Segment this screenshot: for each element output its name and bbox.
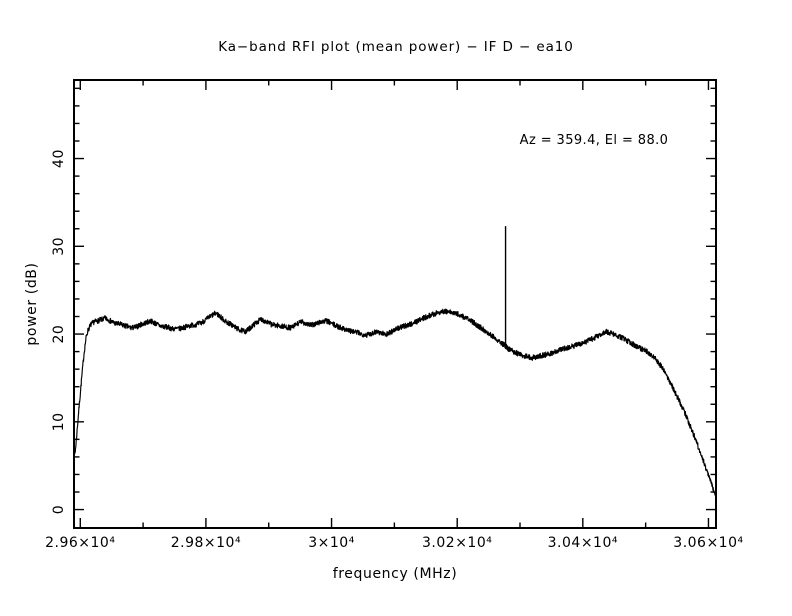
x-tick-label: 2.98×10⁴ [171, 535, 241, 551]
y-tick-label: 30 [51, 237, 67, 256]
x-axis-label: frequency (MHz) [333, 566, 458, 582]
y-tick-label: 10 [51, 412, 67, 431]
x-tick-label: 3.06×10⁴ [673, 535, 743, 551]
x-tick-label: 3×10⁴ [308, 535, 355, 551]
axes-layer: 2.96×10⁴ 2.98×10⁴ 3×10⁴ 3.02×10⁴ 3.04×10⁴ 3.0… [45, 79, 743, 551]
data-layer [75, 308, 715, 496]
y-tick-label: 20 [51, 325, 67, 344]
y-tick-label: 0 [51, 505, 67, 514]
x-tick-label: 3.04×10⁴ [548, 535, 618, 551]
y-axis-label: power (dB) [24, 262, 40, 345]
x-tick-label: 3.02×10⁴ [422, 535, 492, 551]
x-tick-label: 2.96×10⁴ [45, 535, 115, 551]
y-tick-label: 40 [51, 149, 67, 168]
plot-title: Ka−band RFI plot (mean power) − IF D − e… [218, 39, 574, 55]
az-el-annotation: Az = 359.4, El = 88.0 [520, 133, 669, 148]
spectrum-trace [75, 308, 715, 496]
